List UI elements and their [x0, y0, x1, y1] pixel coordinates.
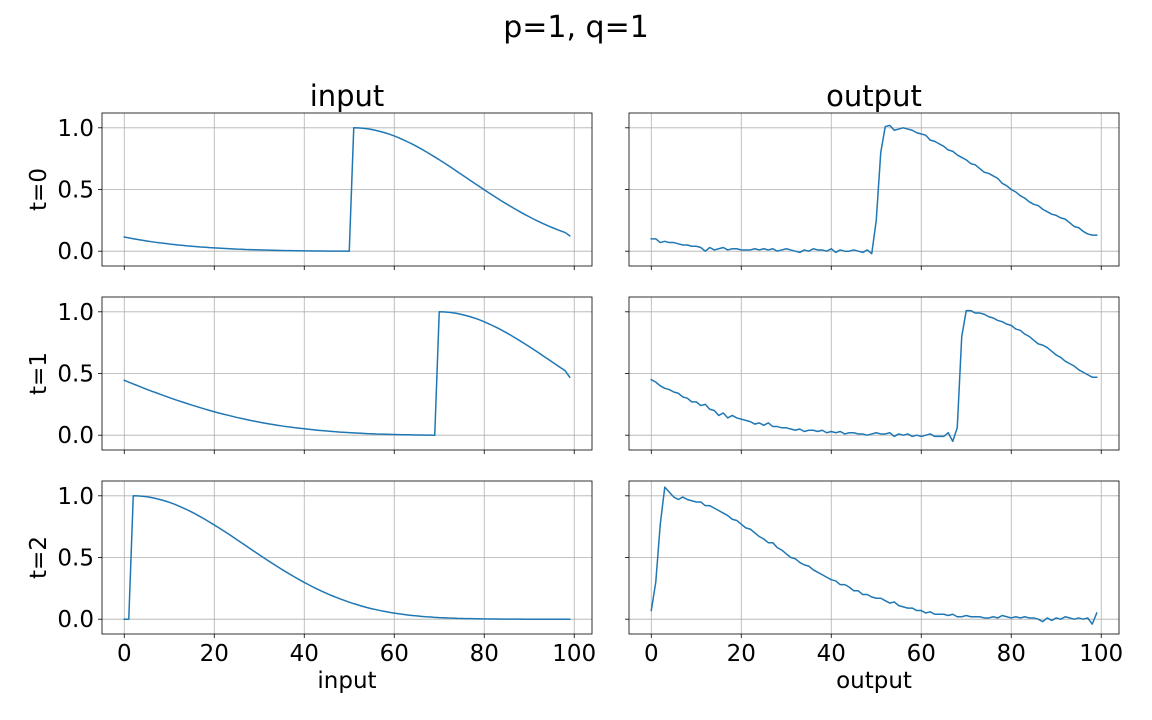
x-tick-label: 20 [727, 641, 756, 667]
x-tick-label: 60 [380, 641, 409, 667]
y-tick-label: 0.0 [57, 239, 94, 265]
y-axis-label: t=0 [26, 168, 52, 211]
y-tick-label: 1.0 [57, 484, 94, 510]
x-axis-label: input [317, 668, 376, 694]
y-tick-label: 1.0 [57, 300, 94, 326]
series-line [123, 127, 571, 252]
y-axis-label: t=1 [26, 352, 52, 395]
x-tick-label: 40 [817, 641, 846, 667]
subplot-r2-c1: 0 20 40 60 80 100 output [625, 480, 1123, 694]
y-tick-label: 0.5 [57, 178, 94, 204]
column-title: input [310, 79, 385, 113]
subplot-r0-c0: 0.0 0.5 1.0 input t=0 [26, 79, 593, 270]
figure-suptitle: p=1, q=1 [503, 10, 649, 45]
series-line [650, 309, 1098, 443]
y-tick-label: 0.0 [57, 423, 94, 449]
column-title: output [826, 79, 922, 113]
y-tick-label: 0.5 [57, 546, 94, 572]
series-line [650, 124, 1098, 255]
y-tick-label: 0.0 [57, 607, 94, 633]
subplot-r0-c1: output [625, 79, 1120, 270]
series-line [650, 486, 1098, 625]
x-tick-label: 20 [200, 641, 229, 667]
subplot-r1-c1 [625, 296, 1120, 454]
subplot-r1-c0: 0.0 0.5 1.0t=1 [26, 296, 593, 454]
x-axis-label: output [836, 668, 912, 694]
x-tick-label: 80 [997, 641, 1026, 667]
y-tick-label: 0.5 [57, 362, 94, 388]
x-tick-label: 0 [117, 641, 132, 667]
x-tick-label: 100 [552, 641, 596, 667]
x-tick-label: 100 [1079, 641, 1123, 667]
x-tick-label: 0 [644, 641, 659, 667]
y-tick-label: 1.0 [57, 116, 94, 142]
subplot-r2-c0: 0 20 40 60 80 100 0.0 0.5 1.0 input t=2 [26, 480, 596, 694]
x-tick-label: 40 [290, 641, 319, 667]
series-line [123, 311, 571, 436]
series-line [123, 495, 571, 620]
x-tick-label: 60 [907, 641, 936, 667]
x-tick-label: 80 [470, 641, 499, 667]
y-axis-label: t=2 [26, 536, 52, 579]
